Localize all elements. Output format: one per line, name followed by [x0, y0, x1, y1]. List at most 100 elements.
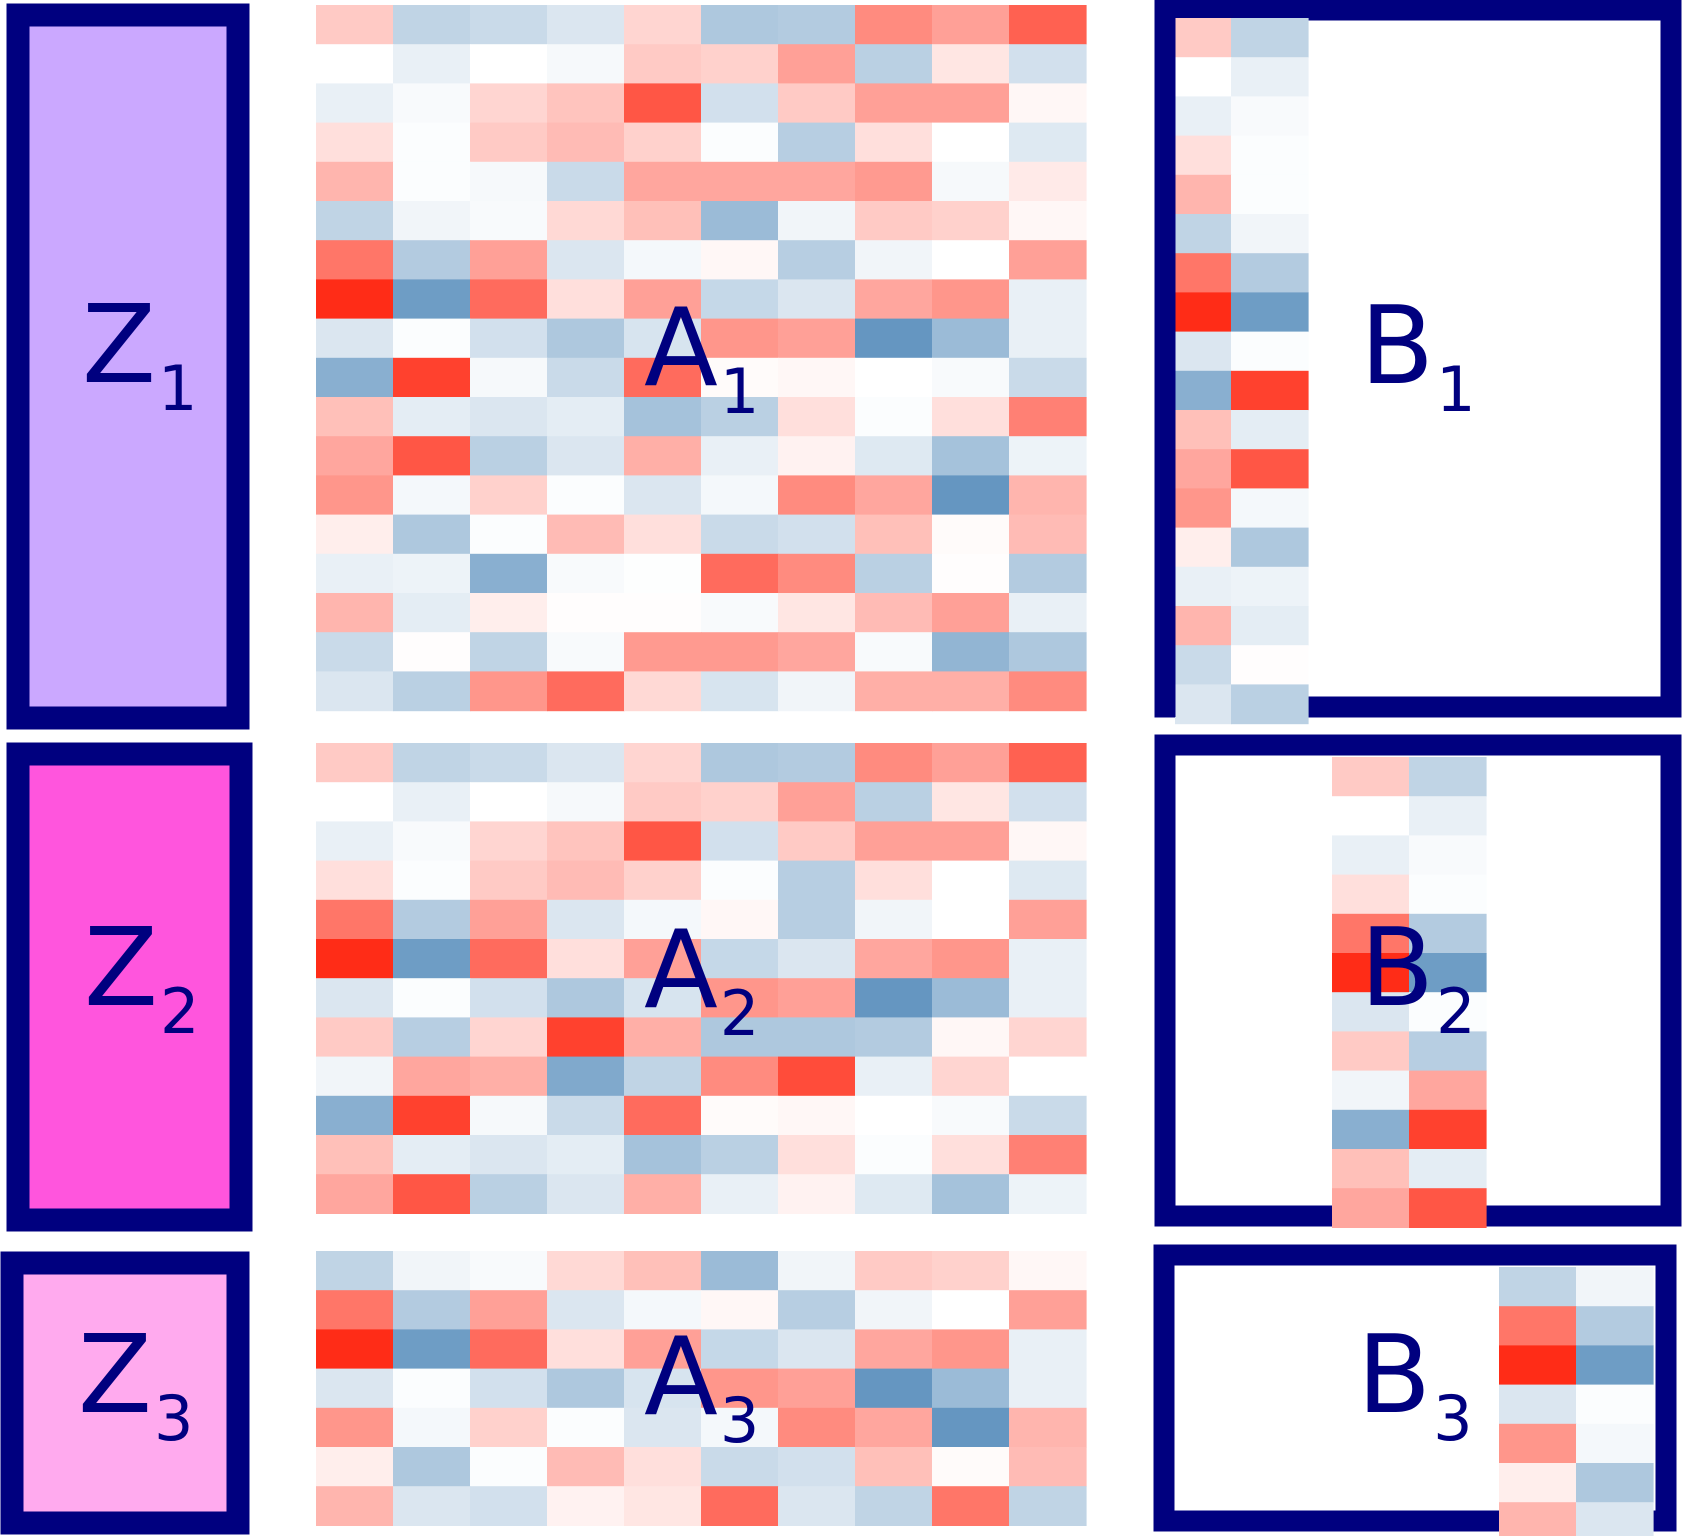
a2-cell — [855, 782, 933, 822]
b1-cell — [1175, 253, 1232, 293]
a1-cell — [778, 475, 856, 516]
a3-cell — [932, 1290, 1010, 1330]
b1-cell — [1231, 527, 1309, 568]
a2-cell — [932, 743, 1010, 783]
a2-cell — [547, 1056, 625, 1097]
a1-cell — [701, 44, 779, 84]
b1-cell — [1231, 410, 1309, 450]
a1-cell — [855, 318, 933, 359]
b1-cell — [1175, 488, 1232, 529]
a1-cell — [855, 436, 933, 476]
a1-cell — [932, 514, 1010, 555]
a2-cell — [393, 1174, 471, 1214]
a1-cell — [701, 475, 779, 516]
a3-cell — [624, 1486, 702, 1526]
a1-cell — [624, 553, 702, 594]
a2-cell — [547, 978, 625, 1018]
b2-cell — [1332, 874, 1410, 915]
a1-cell — [624, 122, 702, 163]
a1-cell — [932, 436, 1010, 476]
a2-cell — [547, 939, 625, 979]
a3-cell — [932, 1368, 1010, 1409]
z3-label: Z3 — [78, 1313, 193, 1455]
a3-cell — [624, 1290, 702, 1330]
a3-cell — [316, 1407, 394, 1448]
b2-cell — [1409, 874, 1487, 915]
a1-cell — [932, 161, 1010, 202]
b2-cell — [1332, 992, 1410, 1032]
a1-cell — [932, 240, 1010, 280]
a1-cell — [624, 161, 702, 202]
b3-cell — [1576, 1345, 1654, 1386]
b1-cell — [1231, 135, 1309, 176]
b2-cell — [1409, 796, 1487, 836]
a2-cell — [855, 899, 933, 940]
a1-cell — [470, 83, 548, 124]
a1-cell — [316, 553, 394, 594]
b2-cell — [1409, 1188, 1487, 1228]
a1-cell — [393, 122, 471, 163]
b1-cell — [1231, 370, 1309, 411]
a1-cell — [470, 671, 548, 712]
a1-cell — [316, 83, 394, 124]
a2-cell — [778, 1017, 856, 1058]
a1-cell — [393, 397, 471, 437]
b3-cell — [1499, 1384, 1577, 1425]
a2-cell — [316, 860, 394, 901]
a1-cell — [701, 671, 779, 712]
a2-cell — [932, 1017, 1010, 1058]
a3-cell — [778, 1290, 856, 1330]
a2-cell — [701, 1135, 779, 1175]
a1-cell — [470, 553, 548, 594]
a1-cell — [393, 553, 471, 594]
a1-cell — [547, 83, 625, 124]
a1-cell — [701, 357, 779, 398]
a2-cell — [701, 743, 779, 783]
a1-cell — [855, 553, 933, 594]
a1-cell — [624, 240, 702, 280]
a1-cell — [855, 240, 933, 280]
a1-cell — [932, 475, 1010, 516]
a2-cell — [470, 1017, 548, 1058]
a2-cell — [316, 743, 394, 783]
a2-cell — [855, 1095, 933, 1136]
a3-cell — [855, 1447, 933, 1487]
a1-cell — [855, 44, 933, 84]
a1-cell — [316, 436, 394, 476]
a1-cell — [1009, 318, 1087, 359]
a1-cell — [316, 201, 394, 241]
a1-cell — [1009, 240, 1087, 280]
a1-cell — [855, 632, 933, 672]
a2-cell — [393, 1017, 471, 1058]
z1-label: Z1 — [82, 283, 197, 425]
a1-cell — [547, 279, 625, 320]
a1-cell — [547, 436, 625, 476]
a2-cell — [316, 939, 394, 979]
a3-cell — [393, 1329, 471, 1370]
a1-cell — [393, 436, 471, 476]
a3-cell — [624, 1251, 702, 1291]
a1-cell — [547, 44, 625, 84]
a1-cell — [1009, 279, 1087, 320]
a1-cell — [778, 201, 856, 241]
a2-cell — [855, 939, 933, 979]
a2-cell — [1009, 782, 1087, 822]
b1-cell — [1175, 370, 1232, 411]
a2-cell — [547, 1095, 625, 1136]
a3-cell — [624, 1329, 702, 1370]
b2-cell — [1332, 1109, 1410, 1150]
a2-cell — [316, 978, 394, 1018]
b1-cell — [1231, 253, 1309, 293]
a1-cell — [470, 201, 548, 241]
a3-cell — [778, 1447, 856, 1487]
z1-block — [6, 3, 250, 730]
a2-cell — [778, 899, 856, 940]
a2-cell — [470, 1056, 548, 1097]
a3-cell — [470, 1329, 548, 1370]
b1-cell — [1175, 292, 1232, 333]
a1-cell — [778, 553, 856, 594]
a2-cell — [624, 1095, 702, 1136]
a2-cell — [1009, 1174, 1087, 1214]
a2-cell — [393, 782, 471, 822]
a1-cell — [1009, 553, 1087, 594]
